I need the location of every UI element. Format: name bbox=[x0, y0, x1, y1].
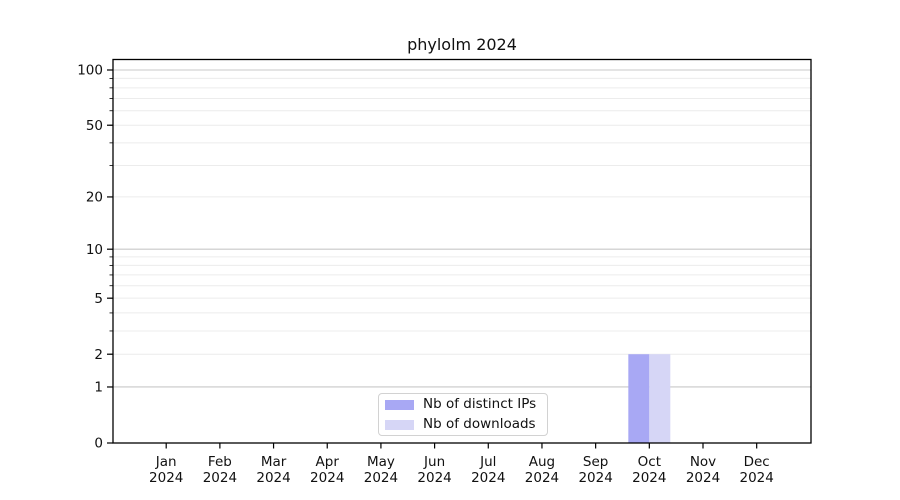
x-tick-label-month: Jun bbox=[423, 454, 445, 470]
y-tick-label: 50 bbox=[86, 118, 103, 134]
y-tick-label: 0 bbox=[94, 436, 103, 452]
x-tick-label-year: 2024 bbox=[632, 470, 666, 486]
x-tick-label-year: 2024 bbox=[364, 470, 398, 486]
x-tick-label-year: 2024 bbox=[740, 470, 774, 486]
x-tick-label-year: 2024 bbox=[471, 470, 505, 486]
y-tick-label: 1 bbox=[94, 380, 103, 396]
chart-title: phylolm 2024 bbox=[407, 35, 517, 54]
x-tick-label-month: Mar bbox=[261, 454, 287, 470]
x-tick-label-month: Oct bbox=[638, 454, 661, 470]
bar-nb-of-distinct-ips bbox=[628, 354, 650, 443]
x-tick-label-month: Jan bbox=[155, 454, 177, 470]
x-tick-label-month: Jul bbox=[479, 454, 496, 470]
x-tick-label-year: 2024 bbox=[417, 470, 451, 486]
bar-nb-of-downloads bbox=[649, 354, 671, 443]
y-tick-label: 100 bbox=[77, 63, 103, 79]
legend-label-downloads: Nb of downloads bbox=[423, 416, 536, 432]
x-tick-label-month: Aug bbox=[529, 454, 555, 470]
x-tick-label-month: Sep bbox=[583, 454, 608, 470]
legend: Nb of distinct IPs Nb of downloads bbox=[378, 393, 548, 436]
x-tick-label-year: 2024 bbox=[149, 470, 183, 486]
x-tick-label-year: 2024 bbox=[686, 470, 720, 486]
x-tick-label-month: Feb bbox=[208, 454, 232, 470]
major-gridlines bbox=[113, 69, 811, 388]
y-tick-label: 10 bbox=[86, 242, 103, 258]
legend-item-downloads: Nb of downloads bbox=[385, 415, 547, 434]
x-tick-label-year: 2024 bbox=[310, 470, 344, 486]
x-tick-label-year: 2024 bbox=[203, 470, 237, 486]
x-tick-label-month: Dec bbox=[744, 454, 770, 470]
legend-label-distinct-ips: Nb of distinct IPs bbox=[423, 396, 537, 412]
minor-gridlines bbox=[113, 77, 811, 355]
y-axis-ticks: 0 1 2 5 10 20 50 100 bbox=[77, 63, 113, 452]
x-tick-label-year: 2024 bbox=[578, 470, 612, 486]
legend-item-distinct-ips: Nb of distinct IPs bbox=[385, 395, 547, 414]
x-tick-label-month: May bbox=[367, 454, 395, 470]
x-tick-label-month: Nov bbox=[690, 454, 716, 470]
y-tick-label: 5 bbox=[94, 291, 103, 307]
x-axis-ticks: Jan2024Feb2024Mar2024Apr2024May2024Jun20… bbox=[149, 443, 774, 486]
bars-group bbox=[628, 354, 671, 443]
legend-swatch-downloads bbox=[385, 419, 414, 430]
x-tick-label-year: 2024 bbox=[525, 470, 559, 486]
y-tick-label: 20 bbox=[86, 190, 103, 206]
plot-area-border bbox=[112, 58, 812, 444]
x-tick-label-year: 2024 bbox=[256, 470, 290, 486]
y-tick-label: 2 bbox=[94, 347, 103, 363]
legend-swatch-distinct-ips bbox=[385, 399, 414, 410]
x-tick-label-month: Apr bbox=[316, 454, 340, 470]
